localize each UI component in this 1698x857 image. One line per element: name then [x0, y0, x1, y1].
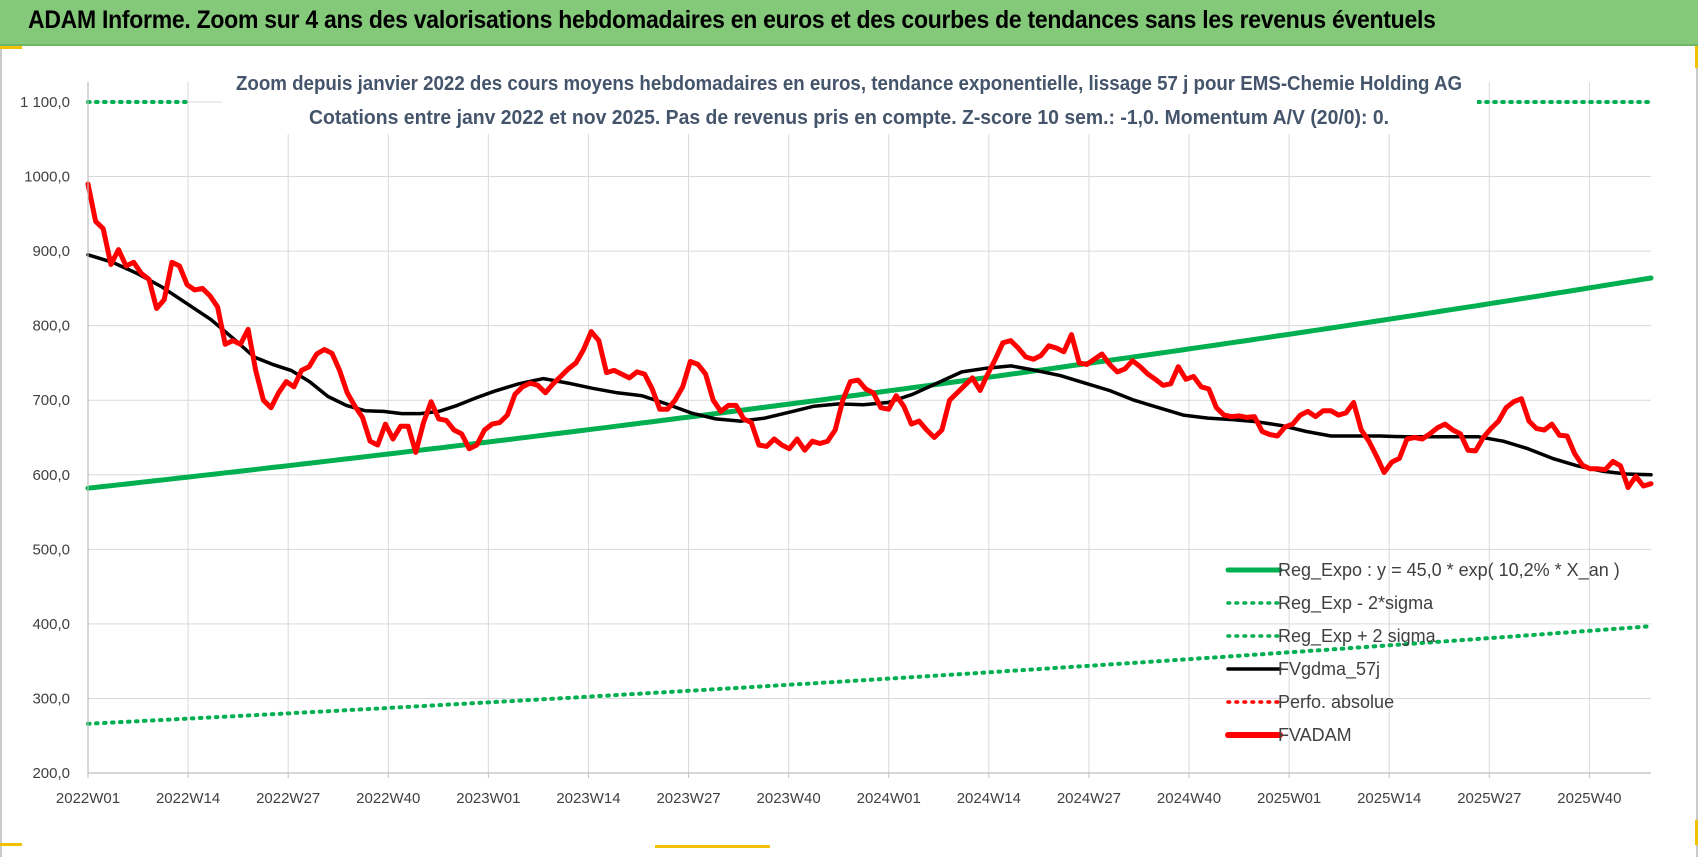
- x-tick-label: 2025W01: [1257, 790, 1321, 807]
- grid-lines: [88, 82, 1651, 774]
- x-tick-label: 2025W14: [1357, 790, 1421, 807]
- y-tick-label: 900,0: [32, 243, 70, 260]
- report-title: ADAM Informe. Zoom sur 4 ans des valoris…: [28, 6, 1436, 34]
- y-tick-label: 1 100,0: [20, 94, 70, 111]
- x-tick-label: 2025W40: [1557, 790, 1621, 807]
- x-tick-label: 2025W27: [1457, 790, 1521, 807]
- legend-label: FVgdma_57j: [1278, 659, 1380, 680]
- chart-title-line1: Zoom depuis janvier 2022 des cours moyen…: [236, 73, 1462, 95]
- x-tick-label: 2023W01: [456, 790, 520, 807]
- x-tick-label: 2023W14: [556, 790, 620, 807]
- legend-label: Perfo. absolue: [1278, 692, 1394, 712]
- x-tick-label: 2022W40: [356, 790, 420, 807]
- corner-marker-bottom-center: [655, 845, 770, 848]
- y-tick-label: 300,0: [32, 690, 70, 707]
- x-tick-label: 2024W01: [857, 790, 921, 807]
- legend-label: Reg_Exp - 2*sigma: [1278, 593, 1434, 614]
- x-tick-label: 2022W14: [156, 790, 220, 807]
- y-tick-label: 700,0: [32, 392, 70, 409]
- corner-marker-bottom-left: [0, 843, 22, 846]
- series-reg-expo: [85, 275, 1654, 491]
- legend-label: Reg_Expo : y = 45,0 * exp( 10,2% * X_an …: [1278, 560, 1620, 581]
- chart-legend: Reg_Expo : y = 45,0 * exp( 10,2% * X_an …: [1225, 560, 1620, 745]
- series-fvgdma-57j: [86, 253, 1653, 477]
- y-tick-label: 1000,0: [24, 169, 70, 186]
- x-tick-label: 2024W14: [957, 790, 1021, 807]
- report-banner: ADAM Informe. Zoom sur 4 ans des valoris…: [0, 0, 1698, 46]
- x-tick-label: 2024W40: [1157, 790, 1221, 807]
- y-tick-label: 500,0: [32, 541, 70, 558]
- subtitle-mask-bg: [222, 64, 1477, 134]
- x-tick-label: 2024W27: [1057, 790, 1121, 807]
- series-reg-exp-minus-2-sigma: [86, 624, 1653, 726]
- corner-marker-bottom-right: [1695, 820, 1698, 845]
- x-tick-label: 2022W01: [56, 790, 120, 807]
- frame-left-border: [0, 46, 2, 857]
- legend-label: FVADAM: [1278, 725, 1352, 745]
- chart-title-line2: Cotations entre janv 2022 et nov 2025. P…: [309, 107, 1389, 129]
- legend-label: Reg_Exp + 2 sigma: [1278, 626, 1437, 647]
- x-tick-label: 2023W40: [757, 790, 821, 807]
- y-tick-label: 200,0: [32, 765, 70, 782]
- x-tick-label: 2023W27: [656, 790, 720, 807]
- y-tick-label: 600,0: [32, 467, 70, 484]
- corner-marker-top-right: [1695, 46, 1698, 68]
- chart-axes: 1 100,0 1000,0 900,0 800,0 700,0 600,0 500,0 40…: [20, 82, 1651, 807]
- corner-marker-top-left: [0, 46, 22, 49]
- chart-series: [85, 100, 1654, 726]
- frame-right-border: [1696, 46, 1698, 857]
- series-fvadam: [85, 181, 1654, 490]
- x-tick-label: 2022W27: [256, 790, 320, 807]
- y-tick-label: 800,0: [32, 318, 70, 335]
- y-tick-label: 400,0: [32, 616, 70, 633]
